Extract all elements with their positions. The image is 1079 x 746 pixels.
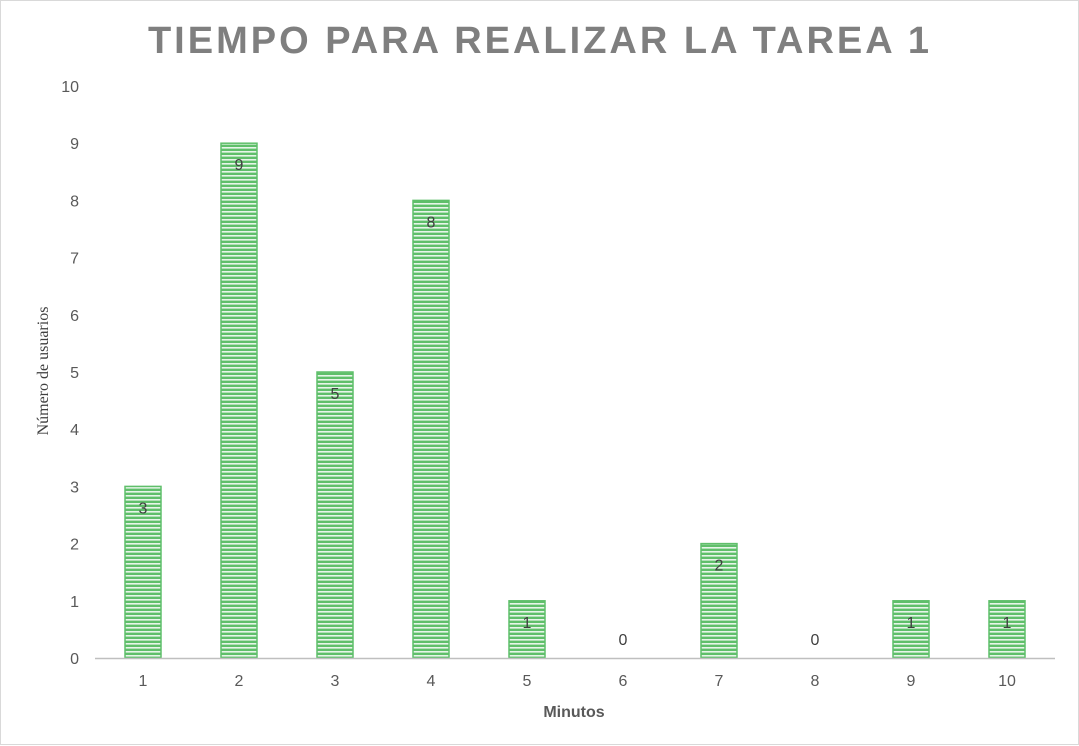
- y-tick-label: 2: [70, 537, 79, 554]
- x-axis-ticks: 1 2 3 4 5 6 7 8 9 10: [139, 673, 1016, 690]
- data-labels: 3 9 5 8 1 0 2 0 1 1: [139, 157, 1012, 649]
- data-label: 0: [619, 632, 628, 649]
- bar: [316, 371, 354, 659]
- data-label: 1: [523, 615, 532, 632]
- y-tick-label: 7: [70, 251, 79, 268]
- data-label: 1: [907, 615, 916, 632]
- data-label: 5: [331, 386, 340, 403]
- bar: [892, 600, 930, 659]
- x-tick-label: 5: [523, 673, 532, 690]
- y-tick-label: 4: [70, 422, 79, 439]
- data-label: 0: [811, 632, 820, 649]
- x-tick-label: 1: [139, 673, 148, 690]
- x-tick-label: 9: [907, 673, 916, 690]
- x-tick-label: 2: [235, 673, 244, 690]
- x-tick-label: 8: [811, 673, 820, 690]
- data-label: 1: [1003, 615, 1012, 632]
- x-axis-label: Minutos: [543, 704, 604, 721]
- x-tick-label: 3: [331, 673, 340, 690]
- y-tick-label: 6: [70, 308, 79, 325]
- y-axis-ticks: 0 1 2 3 4 5 6 7 8 9 10: [61, 79, 79, 668]
- y-tick-label: 3: [70, 479, 79, 496]
- x-tick-label: 10: [998, 673, 1016, 690]
- data-label: 9: [235, 157, 244, 174]
- bars: [124, 142, 1026, 659]
- y-tick-label: 0: [70, 651, 79, 668]
- y-tick-label: 9: [70, 136, 79, 153]
- y-tick-label: 10: [61, 79, 79, 96]
- y-tick-label: 1: [70, 594, 79, 611]
- y-tick-label: 5: [70, 365, 79, 382]
- chart-title: TIEMPO PARA REALIZAR LA TAREA 1: [148, 20, 932, 62]
- x-tick-label: 7: [715, 673, 724, 690]
- data-label: 2: [715, 558, 724, 575]
- y-tick-label: 8: [70, 193, 79, 210]
- bar: [412, 199, 450, 659]
- x-tick-label: 4: [427, 673, 436, 690]
- y-axis-label: Número de usuarios: [35, 307, 52, 436]
- data-label: 3: [139, 500, 148, 517]
- data-label: 8: [427, 214, 436, 231]
- bar: [220, 142, 258, 659]
- x-tick-label: 6: [619, 673, 628, 690]
- bar: [124, 485, 162, 659]
